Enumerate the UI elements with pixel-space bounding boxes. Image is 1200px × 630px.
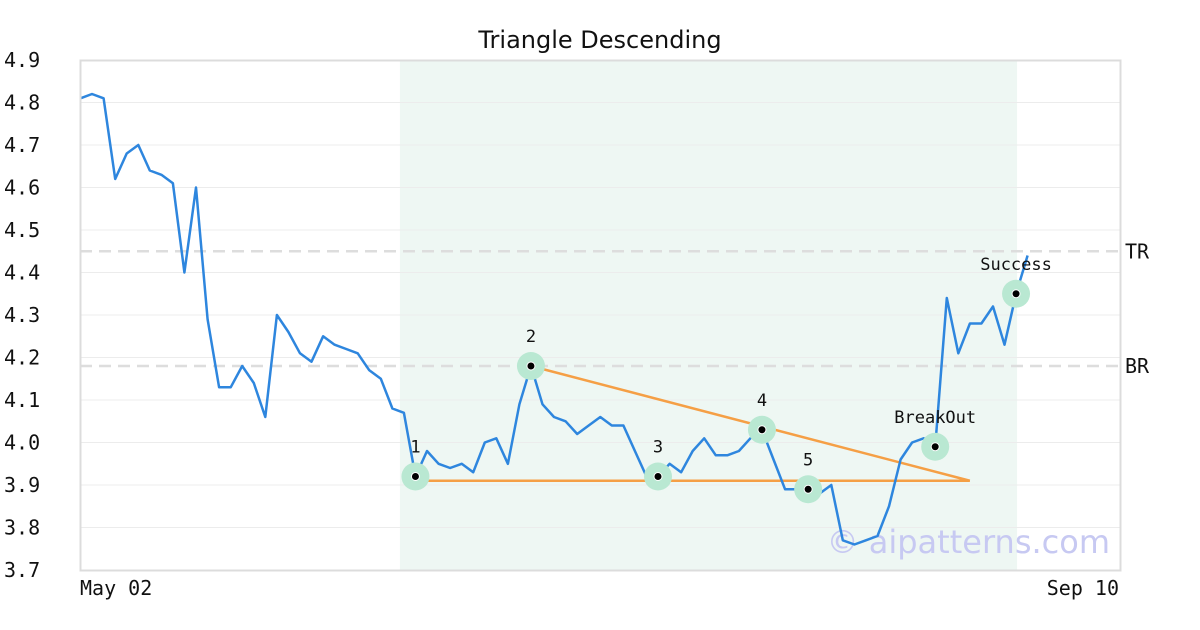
pattern-point-label: 5	[803, 450, 813, 470]
plot-frame	[79, 59, 1122, 572]
y-tick-label: 4.0	[4, 431, 40, 455]
pattern-point-label: 3	[653, 438, 663, 458]
pattern-point	[526, 361, 536, 371]
pattern-point-label: BreakOut	[894, 408, 976, 428]
pattern-point	[803, 484, 813, 494]
y-tick-label: 4.8	[4, 91, 40, 115]
y-tick-label: 3.9	[4, 473, 40, 497]
pattern-point-label: Success	[980, 255, 1052, 275]
chart-title: Triangle Descending	[477, 26, 721, 54]
y-tick-label: 4.9	[4, 48, 40, 72]
y-tick-label: 4.4	[4, 261, 40, 285]
y-tick-label: 3.7	[4, 558, 40, 582]
pattern-point	[1011, 289, 1021, 299]
y-tick-label: 4.2	[4, 346, 40, 370]
x-tick-label: Sep 10	[1047, 576, 1119, 600]
pattern-point	[410, 472, 420, 481]
price-line	[80, 92, 1029, 546]
pattern-point	[653, 472, 663, 481]
y-tick-label: 4.6	[4, 176, 40, 200]
y-tick-label: 4.1	[4, 388, 40, 412]
watermark: © aipatterns.com	[827, 523, 1110, 561]
y-tick-label: 3.8	[4, 516, 40, 540]
y-tick-label: 4.5	[4, 218, 40, 242]
pattern-point	[757, 425, 767, 435]
pattern-point-label: 1	[410, 438, 420, 458]
x-tick-label: May 02	[80, 576, 152, 600]
reference-label-tr: TR	[1125, 239, 1150, 263]
pattern-point-label: 4	[757, 391, 767, 411]
y-tick-label: 4.7	[4, 133, 40, 157]
pattern-point-label: 2	[526, 327, 536, 347]
pattern-point	[930, 442, 940, 452]
reference-label-br: BR	[1125, 354, 1150, 378]
y-tick-label: 4.3	[4, 303, 40, 327]
